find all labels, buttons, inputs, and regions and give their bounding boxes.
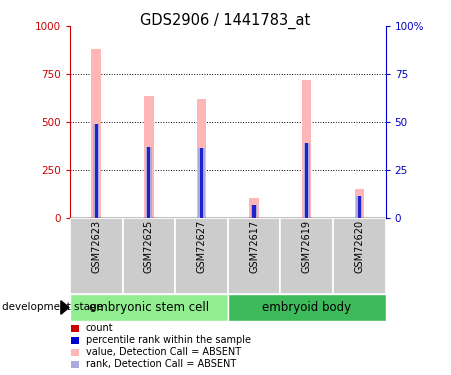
Bar bbox=[228, 294, 386, 321]
Bar bbox=[92, 49, 101, 217]
Bar bbox=[302, 80, 312, 218]
Bar bbox=[253, 205, 256, 218]
Text: GSM72620: GSM72620 bbox=[354, 220, 364, 273]
Bar bbox=[198, 148, 205, 217]
Bar bbox=[70, 217, 123, 294]
Bar bbox=[358, 195, 361, 217]
Bar bbox=[71, 324, 79, 332]
Text: embryoid body: embryoid body bbox=[262, 301, 351, 314]
Bar bbox=[251, 205, 257, 218]
Text: GSM72617: GSM72617 bbox=[249, 220, 259, 273]
Text: GSM72619: GSM72619 bbox=[302, 220, 312, 273]
Bar bbox=[281, 217, 333, 294]
Bar bbox=[333, 217, 386, 294]
Text: GSM72623: GSM72623 bbox=[91, 220, 101, 273]
Bar bbox=[123, 217, 175, 294]
Bar bbox=[71, 336, 79, 344]
Bar bbox=[147, 147, 151, 218]
Bar bbox=[144, 96, 153, 218]
Bar bbox=[71, 360, 79, 368]
Bar bbox=[71, 348, 79, 356]
Text: GSM72625: GSM72625 bbox=[144, 220, 154, 273]
Text: development stage: development stage bbox=[2, 303, 103, 312]
Bar bbox=[305, 143, 308, 218]
Bar bbox=[228, 217, 281, 294]
Text: count: count bbox=[86, 323, 113, 333]
Text: embryonic stem cell: embryonic stem cell bbox=[89, 301, 209, 314]
Polygon shape bbox=[61, 301, 69, 314]
Text: GSM72627: GSM72627 bbox=[197, 220, 207, 273]
Text: rank, Detection Call = ABSENT: rank, Detection Call = ABSENT bbox=[86, 359, 236, 369]
Bar bbox=[70, 294, 228, 321]
Bar bbox=[197, 99, 206, 218]
Text: value, Detection Call = ABSENT: value, Detection Call = ABSENT bbox=[86, 347, 241, 357]
Bar bbox=[175, 217, 228, 294]
Text: GDS2906 / 1441783_at: GDS2906 / 1441783_at bbox=[140, 13, 311, 29]
Bar bbox=[146, 147, 152, 218]
Bar bbox=[200, 148, 203, 217]
Bar bbox=[93, 124, 99, 218]
Bar bbox=[354, 189, 364, 217]
Bar bbox=[249, 198, 259, 217]
Bar bbox=[95, 124, 98, 218]
Bar bbox=[356, 195, 363, 217]
Text: percentile rank within the sample: percentile rank within the sample bbox=[86, 335, 251, 345]
Bar bbox=[304, 143, 310, 218]
